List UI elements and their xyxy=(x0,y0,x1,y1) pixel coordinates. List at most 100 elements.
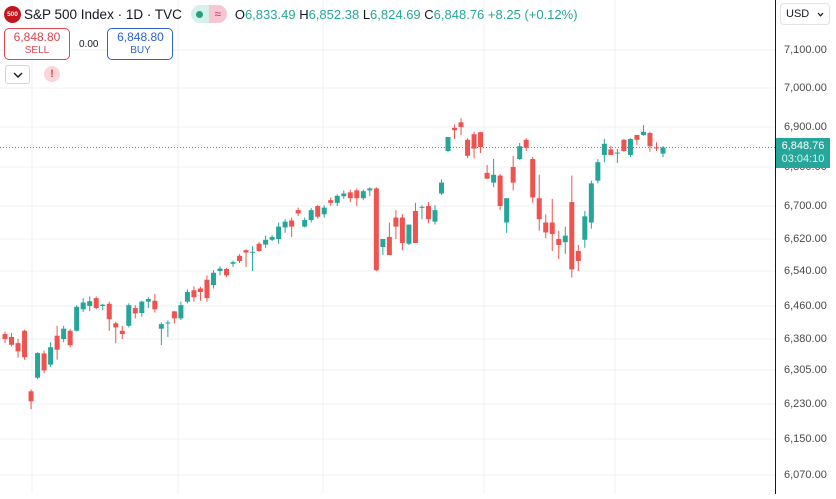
candle xyxy=(256,243,262,251)
currency-select[interactable]: USD xyxy=(780,3,830,25)
candle xyxy=(230,262,236,264)
price-tick: 6,460.00 xyxy=(784,300,827,312)
price-tick: 6,700.00 xyxy=(784,200,827,212)
price-tick: 7,100.00 xyxy=(784,44,827,56)
close-value: 6,848.76 xyxy=(433,6,485,22)
candle xyxy=(54,335,60,350)
candle xyxy=(386,236,392,255)
candle xyxy=(2,334,8,339)
candle xyxy=(237,255,243,261)
candle xyxy=(184,292,190,302)
symbol-title[interactable]: S&P 500 Index · 1D · TVC xyxy=(24,6,182,22)
candle xyxy=(647,133,653,147)
candle xyxy=(360,191,366,199)
candle xyxy=(171,311,177,319)
candle xyxy=(478,132,484,147)
horizontal-grid xyxy=(0,49,775,476)
candle xyxy=(484,172,490,179)
candle xyxy=(308,210,314,221)
candle xyxy=(334,195,340,203)
candle xyxy=(614,152,620,154)
spread-value: 0.00 xyxy=(79,38,99,50)
sell-button[interactable]: 6,848.80 SELL xyxy=(4,28,70,60)
candle xyxy=(132,308,138,314)
sell-label: SELL xyxy=(24,45,50,56)
candle xyxy=(556,239,562,245)
candle xyxy=(269,236,275,240)
candle xyxy=(321,207,327,215)
candle xyxy=(217,268,223,271)
collapse-legend-button[interactable] xyxy=(5,65,30,84)
candle xyxy=(569,202,575,270)
candle xyxy=(465,139,471,156)
price-tick: 6,230.00 xyxy=(784,398,827,410)
market-status-pill[interactable]: ≈ xyxy=(190,5,227,23)
candle xyxy=(197,288,203,292)
candle xyxy=(523,139,529,148)
candle xyxy=(145,299,151,302)
candle xyxy=(67,330,73,346)
candle xyxy=(328,200,334,203)
exclamation-icon[interactable]: ! xyxy=(44,66,60,82)
candle xyxy=(536,198,542,220)
price-axis[interactable]: USD 7,100.00 7,000.00 6,900.00 6,700.00 6,62… xyxy=(775,0,836,494)
candle xyxy=(504,198,510,223)
candle xyxy=(419,206,425,208)
price-tick: 6,540.00 xyxy=(784,265,827,277)
candle xyxy=(35,353,41,378)
candle xyxy=(106,303,112,320)
candle xyxy=(595,162,601,181)
price-tick: 6,380.00 xyxy=(784,333,827,345)
candle xyxy=(276,226,282,239)
candle xyxy=(653,147,659,149)
buy-button[interactable]: 6,848.80 BUY xyxy=(107,28,174,60)
ohlc-values: O6,833.49 H6,852.38 L6,824.69 C6,848.76 … xyxy=(234,6,578,22)
candle xyxy=(660,147,666,154)
candle xyxy=(204,279,210,299)
candle xyxy=(341,193,347,197)
candle xyxy=(438,182,444,194)
candle xyxy=(549,222,555,235)
price-tick: 6,150.00 xyxy=(784,433,827,445)
candle xyxy=(543,222,549,233)
candle xyxy=(562,235,568,243)
candle xyxy=(497,175,503,206)
chevron-down-icon xyxy=(817,12,824,17)
buy-label: BUY xyxy=(130,45,151,56)
symbol-legend: 500 S&P 500 Index · 1D · TVC ≈ O6,833.49… xyxy=(4,4,578,24)
candle xyxy=(80,302,86,310)
candle xyxy=(491,174,497,183)
candle xyxy=(295,210,301,214)
currency-label: USD xyxy=(786,8,810,20)
price-tick: 6,305.00 xyxy=(784,364,827,376)
candle xyxy=(471,134,477,149)
chart-plot-area[interactable]: 500 S&P 500 Index · 1D · TVC ≈ O6,833.49… xyxy=(0,0,775,494)
trade-panel: 6,848.80 SELL 0.00 6,848.80 BUY xyxy=(4,28,174,60)
candle xyxy=(582,216,588,240)
candle xyxy=(126,305,132,326)
bar-countdown: 03:04:10 xyxy=(781,153,825,165)
candle xyxy=(139,301,145,314)
candle xyxy=(250,251,256,253)
candle xyxy=(347,192,353,199)
last-price: 6,848.76 xyxy=(781,140,825,152)
change-value: +8.25 (+0.12%) xyxy=(487,6,578,22)
candle xyxy=(191,290,197,298)
sell-price: 6,848.80 xyxy=(13,30,61,44)
price-tick: 6,620.00 xyxy=(784,233,827,245)
candle xyxy=(48,347,54,365)
candles xyxy=(2,118,666,410)
price-tick: 7,000.00 xyxy=(784,82,827,94)
candle xyxy=(119,330,125,335)
candle xyxy=(100,304,106,306)
candle xyxy=(224,269,230,276)
candle xyxy=(634,135,640,140)
candle xyxy=(87,301,93,306)
candle xyxy=(243,250,249,253)
price-tick: 6,070.00 xyxy=(784,469,827,481)
candle xyxy=(575,251,581,261)
candle xyxy=(61,328,67,339)
candle xyxy=(15,343,21,352)
candle xyxy=(608,149,614,155)
candlestick-chart[interactable] xyxy=(0,0,775,494)
